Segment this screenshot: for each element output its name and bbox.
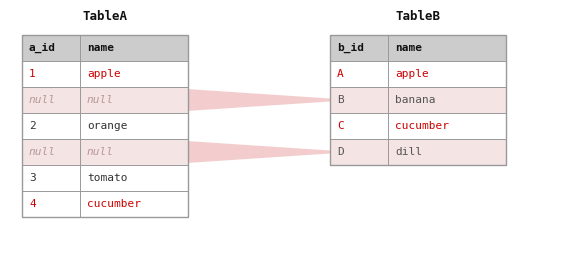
Bar [22, 139, 80, 165]
Bar [22, 191, 80, 217]
Text: 1: 1 [29, 69, 36, 79]
Bar [388, 113, 506, 139]
Bar [22, 113, 80, 139]
Bar [388, 61, 506, 87]
Bar [388, 35, 506, 61]
Bar [388, 87, 506, 113]
Text: null: null [29, 95, 56, 105]
Text: name: name [87, 43, 114, 53]
Text: 2: 2 [29, 121, 36, 131]
Bar [22, 35, 80, 61]
Text: C: C [337, 121, 344, 131]
Bar [330, 35, 506, 165]
Polygon shape [188, 89, 330, 111]
Bar [22, 61, 80, 87]
Text: cucumber: cucumber [87, 199, 141, 209]
Polygon shape [188, 141, 330, 163]
Text: cucumber: cucumber [395, 121, 449, 131]
Bar [330, 113, 388, 139]
Text: 3: 3 [29, 173, 36, 183]
Bar [22, 87, 80, 113]
Text: tomato: tomato [87, 173, 127, 183]
Bar [22, 35, 188, 217]
Text: 4: 4 [29, 199, 36, 209]
Text: apple: apple [87, 69, 121, 79]
Bar [330, 87, 388, 113]
Text: B: B [337, 95, 344, 105]
Text: orange: orange [87, 121, 127, 131]
Text: null: null [87, 147, 114, 157]
Text: TableB: TableB [396, 10, 440, 24]
Text: TableA: TableA [82, 10, 127, 24]
Bar [80, 191, 188, 217]
Text: A: A [337, 69, 344, 79]
Text: b_id: b_id [337, 43, 364, 53]
Text: name: name [395, 43, 422, 53]
Bar [388, 139, 506, 165]
Bar [330, 35, 388, 61]
Text: a_id: a_id [29, 43, 56, 53]
Bar [330, 139, 388, 165]
Bar [80, 61, 188, 87]
Bar [80, 35, 188, 61]
Bar [80, 87, 188, 113]
Bar [330, 61, 388, 87]
Text: null: null [29, 147, 56, 157]
Text: D: D [337, 147, 344, 157]
Text: dill: dill [395, 147, 422, 157]
Text: banana: banana [395, 95, 435, 105]
Bar [22, 165, 80, 191]
Bar [80, 113, 188, 139]
Bar [80, 139, 188, 165]
Bar [80, 165, 188, 191]
Text: null: null [87, 95, 114, 105]
Text: apple: apple [395, 69, 429, 79]
